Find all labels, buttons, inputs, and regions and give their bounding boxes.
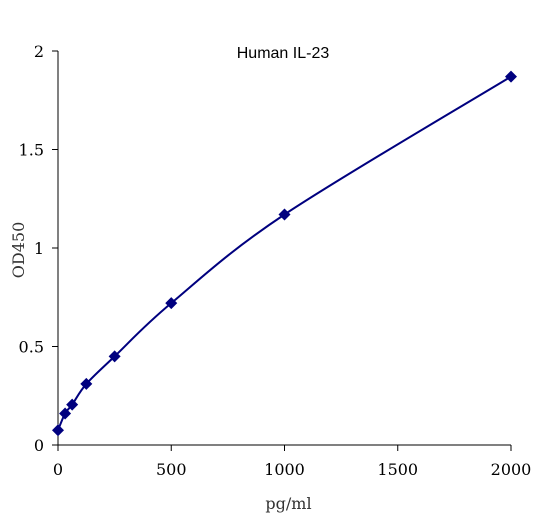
x-tick-label: 500	[156, 460, 187, 479]
y-tick-label: 1.5	[19, 141, 44, 160]
data-point-marker	[66, 398, 79, 411]
series-line	[57, 75, 512, 431]
y-tick-label: 2	[34, 42, 44, 61]
data-point-marker	[59, 407, 72, 420]
data-point-marker	[108, 350, 121, 363]
chart-title: Human IL-23	[237, 45, 330, 62]
data-point-marker	[505, 70, 517, 83]
y-axis-title: OD450	[9, 222, 28, 278]
y-tick-label: 0	[34, 436, 44, 455]
x-axis-title: pg/ml	[265, 494, 311, 513]
data-point-marker	[80, 377, 93, 390]
x-tick-label: 1500	[377, 460, 418, 479]
axes	[57, 51, 511, 446]
ticks: 0 0.5 1 1.5 2 0 500 1000 1500 2000	[19, 42, 532, 479]
data-point-marker	[165, 297, 178, 310]
y-tick-label: 1	[34, 239, 44, 258]
x-tick-label: 0	[53, 460, 63, 479]
x-tick-label: 1000	[264, 460, 305, 479]
series-layer	[52, 70, 517, 437]
y-tick-label: 0.5	[19, 338, 44, 357]
data-point-marker	[278, 208, 291, 221]
x-tick-label: 2000	[491, 460, 532, 479]
data-point-marker	[52, 424, 64, 437]
